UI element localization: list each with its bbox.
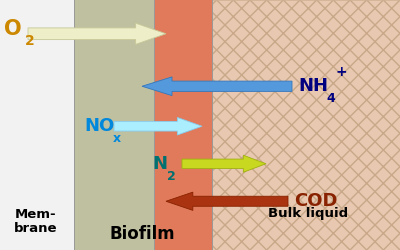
- Text: +: +: [335, 66, 347, 80]
- Text: NO: NO: [84, 117, 114, 135]
- Text: COD: COD: [294, 192, 338, 210]
- Text: 4: 4: [327, 92, 336, 105]
- Bar: [212, 0, 400, 250]
- FancyArrow shape: [114, 118, 202, 135]
- Text: 2: 2: [25, 34, 34, 48]
- Text: O: O: [4, 19, 22, 39]
- Text: x: x: [113, 132, 121, 145]
- Bar: [74, 0, 154, 250]
- FancyArrow shape: [166, 192, 288, 210]
- FancyArrow shape: [28, 23, 166, 44]
- FancyArrow shape: [142, 77, 292, 96]
- Bar: [0, 0, 74, 250]
- Text: N: N: [152, 155, 167, 173]
- Text: 2: 2: [167, 170, 176, 183]
- Text: Mem-
brane: Mem- brane: [14, 208, 58, 236]
- Bar: [212, 0, 400, 250]
- Text: Biofilm: Biofilm: [109, 225, 175, 243]
- Bar: [154, 0, 212, 250]
- FancyArrow shape: [182, 155, 266, 172]
- Text: Bulk liquid: Bulk liquid: [268, 208, 348, 220]
- Text: NH: NH: [298, 77, 328, 95]
